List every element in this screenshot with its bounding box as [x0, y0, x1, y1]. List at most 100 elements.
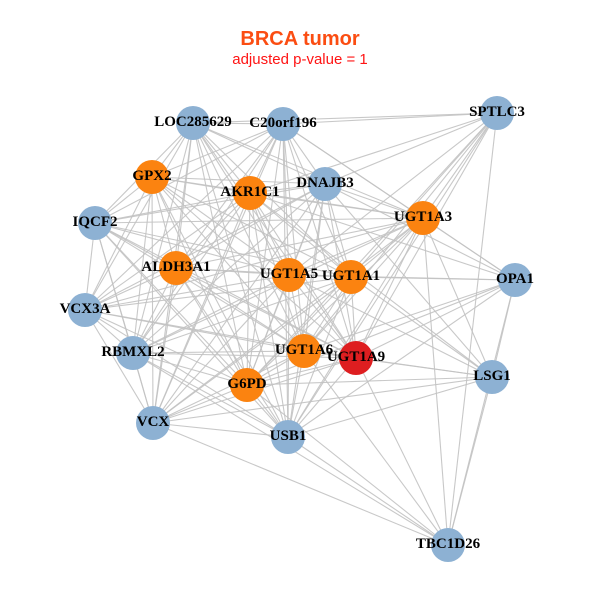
- edge-OPA1-UGT1A3: [422, 217, 516, 281]
- edge-LSG1-UGT1A1: [350, 276, 493, 378]
- edge-LSG1-UGT1A3: [422, 217, 493, 378]
- edge-DNAJB3-UGT1A3: [324, 183, 424, 219]
- edge-TBC1D26-UGT1A3: [422, 217, 449, 546]
- edge-VCX3A-G6PD: [84, 309, 248, 386]
- node-USB1: [271, 420, 305, 454]
- edge-TBC1D26-G6PD: [246, 384, 449, 546]
- edge-SPTLC3-UGT1A1: [350, 112, 498, 278]
- edge-UGT1A9-G6PD: [246, 357, 357, 386]
- node-label-OPA1: OPA1: [496, 271, 534, 287]
- edge-RBMXL2-UGT1A6: [132, 350, 305, 354]
- node-VCX3A: [68, 293, 102, 327]
- node-UGT1A9: [339, 341, 373, 375]
- node-G6PD: [230, 368, 264, 402]
- node-GPX2: [135, 160, 169, 194]
- edge-C20orf196-IQCF2: [94, 123, 284, 224]
- node-label-DNAJB3: DNAJB3: [296, 175, 354, 191]
- edge-SPTLC3-AKR1C1: [249, 112, 498, 194]
- edge-IQCF2-UGT1A6: [94, 222, 305, 352]
- edge-LSG1-USB1: [287, 376, 493, 438]
- edge-SPTLC3-TBC1D26: [447, 112, 498, 546]
- edge-UGT1A3-IQCF2: [94, 217, 424, 224]
- edge-DNAJB3-ALDH3A1: [175, 183, 326, 269]
- edge-GPX2-VCX3A: [84, 176, 153, 311]
- edge-LSG1-UGT1A9: [355, 357, 493, 378]
- node-ALDH3A1: [159, 251, 193, 285]
- edge-GPX2-USB1: [151, 176, 289, 438]
- edge-SPTLC3-DNAJB3: [324, 112, 498, 185]
- edge-RBMXL2-G6PD: [132, 352, 248, 386]
- edge-OPA1-UGT1A9: [355, 279, 516, 359]
- edge-AKR1C1-UGT1A3: [249, 192, 424, 219]
- node-UGT1A6: [287, 334, 321, 368]
- edge-C20orf196-UGT1A9: [282, 123, 357, 359]
- edge-TBC1D26-USB1: [287, 436, 449, 546]
- edge-AKR1C1-VCX3A: [84, 192, 251, 311]
- edge-UGT1A5-VCX: [152, 274, 290, 424]
- edge-TBC1D26-UGT1A6: [303, 350, 449, 546]
- edge-AKR1C1-IQCF2: [94, 192, 251, 224]
- node-SPTLC3: [480, 96, 514, 130]
- edge-VCX-USB1: [152, 422, 289, 438]
- node-LSG1: [475, 360, 509, 394]
- edge-UGT1A3-VCX3A: [84, 217, 424, 311]
- node-UGT1A3: [406, 201, 440, 235]
- edge-LOC285629-VCX3A: [84, 122, 194, 311]
- edge-C20orf196-GPX2: [151, 123, 284, 178]
- edge-UGT1A3-UGT1A9: [355, 217, 424, 359]
- edge-UGT1A3-USB1: [287, 217, 424, 438]
- node-DNAJB3: [308, 167, 342, 201]
- node-UGT1A1: [334, 260, 368, 294]
- node-label-VCX3A: VCX3A: [60, 301, 111, 317]
- edge-GPX2-UGT1A6: [151, 176, 305, 352]
- edge-UGT1A3-ALDH3A1: [175, 217, 424, 269]
- edge-GPX2-VCX: [151, 176, 154, 424]
- edge-SPTLC3-UGT1A3: [422, 112, 498, 219]
- edge-IQCF2-UGT1A1: [94, 222, 352, 278]
- edge-TBC1D26-VCX: [152, 422, 449, 546]
- edge-SPTLC3-UGT1A5: [288, 112, 498, 276]
- edge-VCX3A-VCX: [84, 309, 154, 424]
- node-label-UGT1A1: UGT1A1: [322, 268, 380, 284]
- edge-SPTLC3-G6PD: [246, 112, 498, 386]
- node-label-ALDH3A1: ALDH3A1: [141, 259, 210, 275]
- edge-C20orf196-UGT1A5: [282, 123, 290, 276]
- edge-SPTLC3-UGT1A6: [303, 112, 498, 352]
- edge-ALDH3A1-UGT1A9: [175, 267, 357, 359]
- node-label-G6PD: G6PD: [227, 376, 266, 392]
- node-label-UGT1A5: UGT1A5: [260, 266, 318, 282]
- edge-UGT1A1-G6PD: [246, 276, 352, 386]
- edge-DNAJB3-USB1: [287, 183, 326, 438]
- edge-UGT1A1-VCX: [152, 276, 352, 424]
- edge-OPA1-USB1: [287, 279, 516, 438]
- edge-DNAJB3-UGT1A6: [303, 183, 326, 352]
- edge-LOC285629-RBMXL2: [132, 122, 194, 354]
- edge-UGT1A3-UGT1A5: [288, 217, 424, 276]
- node-label-IQCF2: IQCF2: [73, 214, 118, 230]
- edge-OPA1-AKR1C1: [249, 192, 516, 281]
- node-label-LSG1: LSG1: [473, 368, 511, 384]
- node-label-USB1: USB1: [270, 428, 307, 444]
- edge-AKR1C1-UGT1A1: [249, 192, 352, 278]
- edge-TBC1D26-UGT1A9: [355, 357, 449, 546]
- edge-UGT1A1-RBMXL2: [132, 276, 352, 354]
- node-C20orf196: [266, 107, 300, 141]
- node-RBMXL2: [116, 336, 150, 370]
- node-label-UGT1A3: UGT1A3: [394, 209, 452, 225]
- edge-UGT1A5-UGT1A9: [288, 274, 357, 359]
- node-label-LOC285629: LOC285629: [154, 114, 232, 130]
- node-label-RBMXL2: RBMXL2: [101, 344, 164, 360]
- edge-LOC285629-DNAJB3: [192, 122, 326, 185]
- edge-LSG1-G6PD: [246, 376, 493, 386]
- edge-UGT1A6-VCX: [152, 350, 305, 424]
- node-label-C20orf196: C20orf196: [249, 115, 317, 131]
- edge-GPX2-UGT1A1: [151, 176, 352, 278]
- edge-UGT1A5-VCX3A: [84, 274, 290, 311]
- edge-ALDH3A1-VCX: [152, 267, 177, 424]
- node-LOC285629: [176, 106, 210, 140]
- edge-LOC285629-UGT1A3: [192, 122, 424, 219]
- node-label-GPX2: GPX2: [132, 168, 171, 184]
- edge-UGT1A9-USB1: [287, 357, 357, 438]
